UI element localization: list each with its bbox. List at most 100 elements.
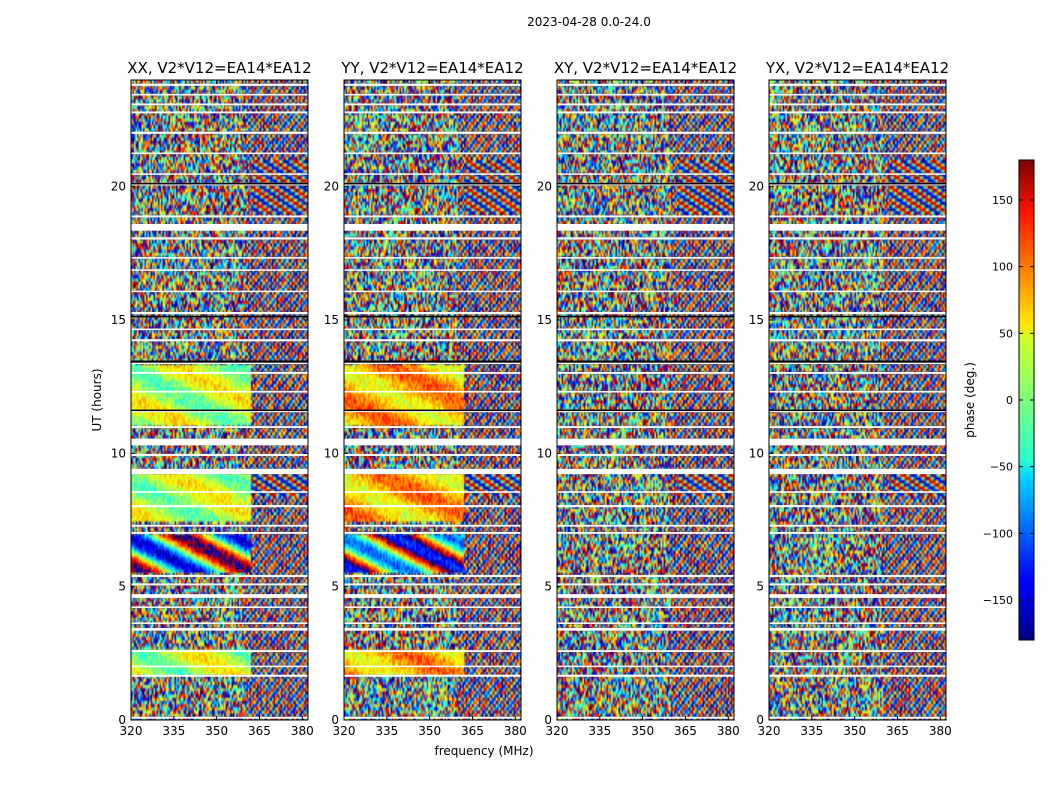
data-gap <box>344 491 521 493</box>
data-gap <box>769 237 946 240</box>
data-gap <box>131 328 308 331</box>
data-gap <box>769 574 946 578</box>
data-gap <box>557 665 734 668</box>
data-gap <box>557 339 734 342</box>
data-gap <box>769 674 946 677</box>
x-tick-label: 335 <box>588 724 611 738</box>
data-gap <box>131 606 308 608</box>
data-gap <box>557 622 734 624</box>
data-gap <box>344 152 521 155</box>
data-gap <box>344 257 521 259</box>
data-gap <box>557 390 734 393</box>
x-tick-label: 320 <box>758 724 781 738</box>
data-gap <box>769 257 946 259</box>
data-gap <box>344 532 521 534</box>
y-tick-label: 10 <box>324 446 339 460</box>
flagged-row <box>131 182 308 185</box>
data-gap <box>131 426 308 428</box>
data-gap <box>344 328 521 331</box>
data-gap <box>131 524 308 527</box>
x-tick-label: 350 <box>418 724 441 738</box>
panel-frame <box>343 79 522 721</box>
data-gap <box>769 362 946 364</box>
data-gap <box>131 583 308 586</box>
data-gap <box>557 215 734 218</box>
flagged-row <box>557 315 734 318</box>
panel-xx: XX, V2*V12=EA14*EA12 320 335 350 365 380 0 5 10 1… <box>111 59 314 738</box>
flagged-row <box>769 409 946 412</box>
data-gap <box>131 453 308 456</box>
data-gap <box>344 290 521 293</box>
data-gap <box>131 665 308 668</box>
flagged-row <box>131 409 308 412</box>
data-gap <box>131 173 308 175</box>
data-gap <box>557 103 734 106</box>
data-gap <box>344 453 521 456</box>
data-gap <box>769 328 946 331</box>
x-tick-label: 335 <box>800 724 823 738</box>
y-tick-label: 5 <box>544 580 552 594</box>
data-gap <box>344 111 521 114</box>
x-tick-label: 365 <box>461 724 484 738</box>
data-gap <box>131 83 308 86</box>
data-gap <box>131 372 308 374</box>
data-gap <box>557 111 734 114</box>
data-gap <box>344 505 521 508</box>
data-gap <box>131 103 308 106</box>
colorbar-tick-label: −50 <box>990 461 1013 474</box>
flagged-row <box>769 182 946 185</box>
data-gap <box>344 362 521 364</box>
heatmap-image <box>769 80 946 720</box>
data-gap <box>131 410 308 413</box>
y-tick-label: 10 <box>749 446 764 460</box>
x-tick-label: 365 <box>674 724 697 738</box>
y-tick-label: 15 <box>324 313 339 327</box>
data-gap <box>769 372 946 374</box>
x-tick-label: 380 <box>717 724 740 738</box>
data-gap <box>769 650 946 652</box>
y-tick-label: 20 <box>749 180 764 194</box>
data-gap <box>557 505 734 508</box>
flagged-row <box>557 409 734 412</box>
data-gap <box>131 628 308 631</box>
data-gap <box>344 237 521 240</box>
y-tick-label: 5 <box>331 580 339 594</box>
colorbar-tick-label: −150 <box>983 594 1013 607</box>
data-gap <box>557 290 734 293</box>
y-tick-label: 20 <box>111 180 126 194</box>
data-gap <box>131 716 308 719</box>
data-gap <box>344 594 521 598</box>
data-gap <box>557 426 734 428</box>
data-gap <box>557 328 734 331</box>
data-gap <box>344 269 521 271</box>
data-gap <box>769 269 946 271</box>
data-gap <box>344 410 521 413</box>
y-tick-label: 10 <box>111 446 126 460</box>
data-gap <box>344 390 521 393</box>
data-gap <box>131 215 308 218</box>
data-gap <box>769 524 946 527</box>
data-gap <box>769 173 946 175</box>
heatmap-image <box>557 80 734 720</box>
data-gap <box>131 532 308 534</box>
flagged-row <box>344 360 521 363</box>
flagged-row <box>131 360 308 363</box>
data-gap <box>557 650 734 652</box>
data-gap <box>769 468 946 475</box>
data-gap <box>557 532 734 534</box>
colorbar-tick-label: 0 <box>1006 394 1013 407</box>
data-gap <box>131 390 308 393</box>
colorbar-tick-label: 150 <box>992 194 1013 207</box>
x-tick-label: 380 <box>291 724 314 738</box>
data-gap <box>769 111 946 114</box>
data-gap <box>769 290 946 293</box>
x-tick-label: 320 <box>333 724 356 738</box>
x-axis-label: frequency (MHz) <box>434 744 533 758</box>
y-tick-label: 15 <box>537 313 552 327</box>
data-gap <box>557 674 734 677</box>
data-gap <box>131 468 308 475</box>
data-gap <box>769 103 946 106</box>
data-gap <box>344 173 521 175</box>
data-gap <box>557 173 734 175</box>
